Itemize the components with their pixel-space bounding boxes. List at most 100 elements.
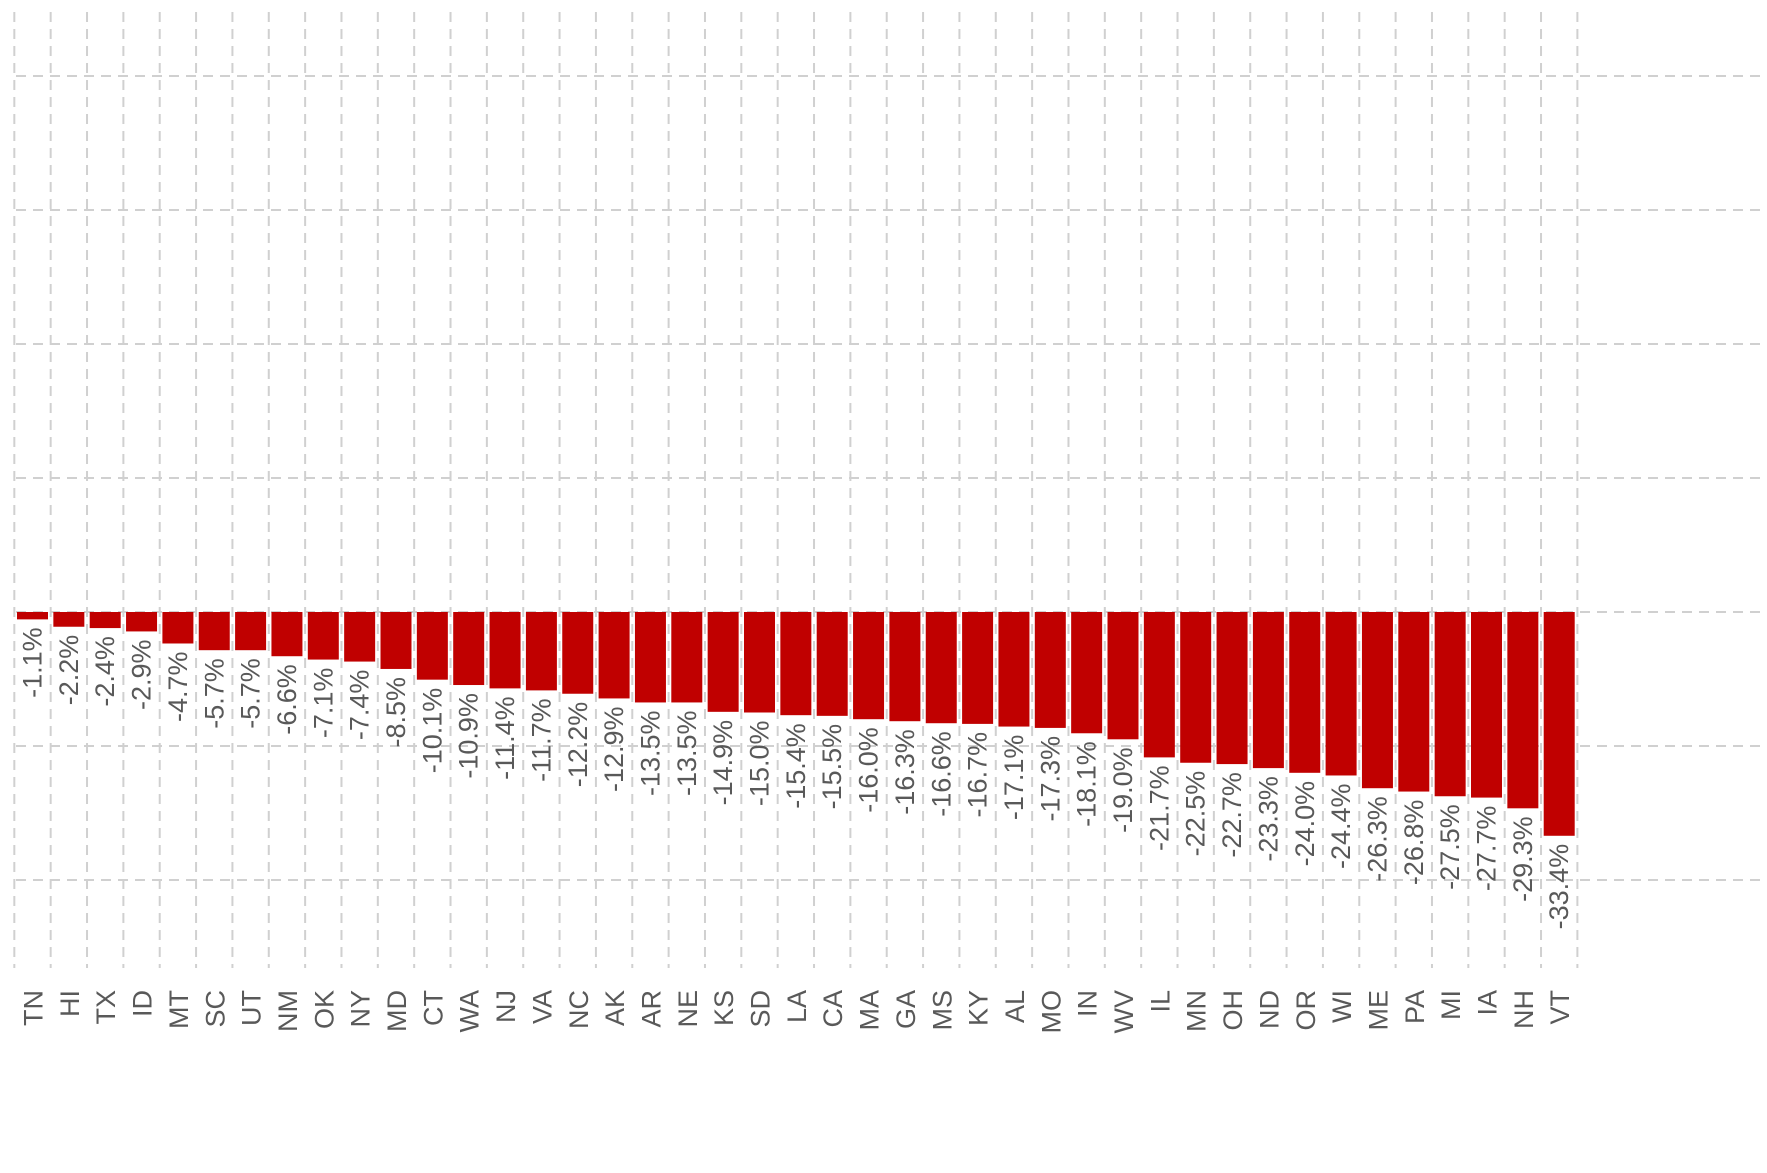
data-label: -14.9% <box>708 720 738 806</box>
x-tick-label: HI <box>55 990 85 1017</box>
bar-oh <box>1216 612 1248 765</box>
bar-md <box>380 612 412 669</box>
data-label: -17.3% <box>1035 736 1065 822</box>
data-label: -27.5% <box>1435 804 1465 890</box>
data-label: -2.2% <box>54 635 84 706</box>
bar-ar <box>634 612 666 703</box>
x-tick-label: TX <box>91 990 121 1025</box>
bar-mn <box>1180 612 1212 763</box>
x-tick-label: PA <box>1400 990 1430 1024</box>
x-tick-label: GA <box>891 990 921 1029</box>
data-label: -16.0% <box>854 727 884 813</box>
x-tick-label: AL <box>1000 990 1030 1023</box>
data-label: -13.5% <box>672 710 702 796</box>
data-label: -22.5% <box>1181 771 1211 857</box>
data-label: -2.4% <box>90 636 120 707</box>
bar-id <box>126 612 158 632</box>
data-label: -7.4% <box>345 670 375 741</box>
x-tick-label: ME <box>1363 990 1393 1031</box>
bar-or <box>1289 612 1321 773</box>
bar-mt <box>162 612 194 644</box>
bar-in <box>1071 612 1103 734</box>
data-label: -21.7% <box>1144 765 1174 851</box>
bar-ma <box>853 612 885 720</box>
bar-va <box>525 612 557 691</box>
bar-la <box>780 612 812 716</box>
x-tick-label: SC <box>200 990 230 1028</box>
bar-ct <box>416 612 448 680</box>
data-label: -6.6% <box>272 664 302 735</box>
bar-sd <box>744 612 775 713</box>
x-tick-label: WV <box>1109 990 1139 1034</box>
data-label: -27.7% <box>1472 806 1502 892</box>
bar-ne <box>671 612 703 703</box>
x-tick-label: NY <box>346 990 376 1028</box>
bar-wa <box>453 612 485 686</box>
bar-il <box>1143 612 1175 758</box>
x-tick-label: NC <box>564 990 594 1029</box>
x-tick-label: WA <box>455 990 485 1033</box>
x-tick-label: WI <box>1327 990 1357 1023</box>
x-tick-label: TN <box>19 990 49 1026</box>
x-tick-label: AK <box>600 990 630 1026</box>
bar-wv <box>1107 612 1139 740</box>
data-label: -15.4% <box>781 723 811 809</box>
x-tick-label: MD <box>382 990 412 1032</box>
x-tick-label: MA <box>855 990 885 1031</box>
data-label: -16.7% <box>963 732 993 818</box>
bar-ms <box>925 612 957 724</box>
bars <box>17 612 1575 836</box>
bar-nj <box>489 612 521 689</box>
data-label: -10.1% <box>417 688 447 774</box>
data-label: -10.9% <box>454 693 484 779</box>
x-tick-label: VA <box>527 990 557 1024</box>
data-label: -15.0% <box>745 721 775 807</box>
bar-sc <box>198 612 230 651</box>
bar-vt <box>1543 612 1575 836</box>
data-label: -8.5% <box>381 677 411 748</box>
bar-ky <box>962 612 994 724</box>
data-label: -16.6% <box>926 731 956 817</box>
data-label: -33.4% <box>1544 844 1574 930</box>
data-label: -4.7% <box>163 651 193 722</box>
bar-nh <box>1507 612 1539 809</box>
bar-tn <box>17 612 48 620</box>
x-tick-label: AR <box>636 990 666 1028</box>
x-tick-label: UT <box>237 990 267 1026</box>
data-label: -16.3% <box>890 729 920 815</box>
x-tick-label: VT <box>1545 990 1575 1025</box>
data-label: -22.7% <box>1217 772 1247 858</box>
data-label: -15.5% <box>817 724 847 810</box>
data-label: -18.1% <box>1072 741 1102 827</box>
bar-hi <box>53 612 85 627</box>
bar-mi <box>1434 612 1466 797</box>
x-tick-label: CA <box>818 990 848 1028</box>
x-tick-label: MT <box>164 990 194 1029</box>
bar-me <box>1361 612 1393 789</box>
bar-ga <box>889 612 921 722</box>
bar-ok <box>307 612 339 660</box>
data-label: -1.1% <box>18 627 48 698</box>
x-tick-label: KY <box>964 990 994 1026</box>
x-tick-label: NE <box>673 990 703 1028</box>
bar-ak <box>598 612 630 699</box>
data-label: -5.7% <box>199 658 229 729</box>
x-tick-label: IL <box>1145 990 1175 1013</box>
data-label: -24.0% <box>1290 781 1320 867</box>
bar-pa <box>1398 612 1430 792</box>
x-tick-label: OH <box>1218 990 1248 1031</box>
x-tick-label: OR <box>1291 990 1321 1031</box>
bar-ny <box>344 612 376 662</box>
x-tick-label: MS <box>927 990 957 1031</box>
data-label: -5.7% <box>236 658 266 729</box>
data-label: -29.3% <box>1508 816 1538 902</box>
bar-mo <box>1034 612 1066 728</box>
bar-ca <box>816 612 848 716</box>
data-label: -19.0% <box>1108 747 1138 833</box>
x-tick-label: OK <box>309 990 339 1029</box>
bar-ks <box>707 612 739 712</box>
bar-tx <box>89 612 121 629</box>
data-label: -2.9% <box>127 639 157 710</box>
data-labels: -1.1% -2.2% -2.4% -2.9% -4.7% -5.7% -5.7% -6.6%… <box>18 627 1575 929</box>
x-tick-label: CT <box>418 990 448 1026</box>
